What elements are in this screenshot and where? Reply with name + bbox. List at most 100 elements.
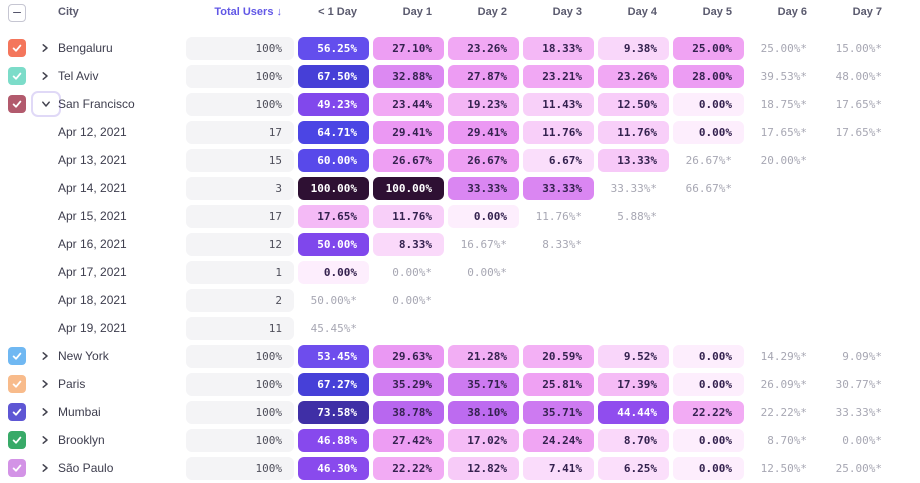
column-header-day-1[interactable]: Day 1 [402, 6, 432, 18]
retention-cell: 11.76% [598, 120, 669, 144]
retention-cell: 21.28% [448, 344, 519, 368]
retention-cell-incomplete: 30.77%* [835, 377, 882, 391]
expand-chevron-new-york[interactable] [36, 347, 54, 365]
row-checkbox-sao-paulo[interactable] [8, 459, 26, 477]
column-header-day-6[interactable]: Day 6 [777, 6, 807, 18]
cohort-date-label: Apr 16, 2021 [58, 237, 127, 251]
row-paris: Paris 100% 67.27% 35.29% 35.71% 25.81% 17.39% 0… [0, 370, 920, 398]
row-san-francisco: San Francisco 100% 49.23% 23.44% 19.23% 11.43… [0, 90, 920, 118]
retention-cell: 56.25% [298, 36, 369, 60]
retention-cell: 11.76% [373, 204, 444, 228]
column-header-day-5[interactable]: Day 5 [702, 6, 732, 18]
chevron-right-icon [40, 43, 50, 53]
empty-cell [819, 261, 894, 284]
retention-cell-incomplete: 17.65%* [835, 97, 882, 111]
retention-cell: 6.67% [523, 148, 594, 172]
row-checkbox-brooklyn[interactable] [8, 431, 26, 449]
retention-cell-incomplete: 0.00%* [842, 433, 882, 447]
retention-cell: 20.59% [523, 344, 594, 368]
retention-cell-incomplete: 48.00%* [835, 69, 882, 83]
cohort-date-label: Apr 13, 2021 [58, 153, 127, 167]
retention-cell: 49.23% [298, 92, 369, 116]
retention-cell: 11.76% [523, 120, 594, 144]
row-apr-19-2021: Apr 19, 2021 11 45.45%* [0, 314, 920, 342]
row-checkbox-new-york[interactable] [8, 347, 26, 365]
retention-cell: 0.00% [298, 260, 369, 284]
expand-chevron-tel-aviv[interactable] [36, 67, 54, 85]
expand-chevron-paris[interactable] [36, 375, 54, 393]
retention-cell: 25.00% [673, 36, 744, 60]
retention-cell: 13.33% [598, 148, 669, 172]
retention-cell: 17.39% [598, 372, 669, 396]
row-checkbox-tel-aviv[interactable] [8, 67, 26, 85]
retention-cell: 29.63% [373, 344, 444, 368]
expand-chevron-brooklyn[interactable] [36, 431, 54, 449]
empty-cell [819, 317, 894, 340]
chevron-right-icon [40, 351, 50, 361]
empty-cell [669, 289, 744, 312]
row-sao-paulo: São Paulo 100% 46.30% 22.22% 12.82% 7.41% 6.25… [0, 454, 920, 482]
retention-cell: 9.52% [598, 344, 669, 368]
city-label: Brooklyn [58, 433, 105, 447]
row-checkbox-mumbai[interactable] [8, 403, 26, 421]
retention-cell: 6.25% [598, 456, 669, 480]
empty-cell [519, 317, 594, 340]
retention-cell: 0.00% [673, 120, 744, 144]
retention-cell-incomplete: 0.00%* [392, 265, 432, 279]
retention-cell-incomplete: 17.65%* [835, 125, 882, 139]
retention-cell-incomplete: 25.00%* [835, 461, 882, 475]
city-label: New York [58, 349, 109, 363]
total-users-cell: 100% [186, 344, 294, 368]
cohort-date-label: Apr 18, 2021 [58, 293, 127, 307]
retention-cell: 23.21% [523, 64, 594, 88]
retention-cell: 60.00% [298, 148, 369, 172]
check-icon [11, 378, 23, 390]
total-users-cell: 100% [186, 428, 294, 452]
row-apr-14-2021: Apr 14, 2021 3 100.00% 100.00% 33.33% 33.33% 3… [0, 174, 920, 202]
total-users-cell: 100% [186, 400, 294, 424]
empty-cell [369, 317, 444, 340]
select-all-checkbox[interactable] [8, 3, 26, 22]
chevron-right-icon [40, 463, 50, 473]
retention-cell: 46.30% [298, 456, 369, 480]
row-checkbox-paris[interactable] [8, 375, 26, 393]
column-header-1-day[interactable]: < 1 Day [318, 6, 357, 18]
expand-chevron-bengaluru[interactable] [36, 39, 54, 57]
chevron-right-icon [40, 379, 50, 389]
empty-cell [519, 289, 594, 312]
row-checkbox-san-francisco[interactable] [8, 95, 26, 113]
expand-chevron-sao-paulo[interactable] [36, 459, 54, 477]
row-apr-15-2021: Apr 15, 2021 17 17.65% 11.76% 0.00% 11.76%* 5.… [0, 202, 920, 230]
retention-cell-incomplete: 17.65%* [760, 125, 807, 139]
retention-cell: 22.22% [673, 400, 744, 424]
total-users-cell: 15 [186, 148, 294, 172]
empty-cell [594, 289, 669, 312]
column-header-day-4[interactable]: Day 4 [627, 6, 657, 18]
chevron-down-icon [41, 99, 51, 109]
empty-cell [669, 261, 744, 284]
collapse-chevron-san-francisco[interactable] [31, 91, 61, 117]
chevron-right-icon [40, 435, 50, 445]
retention-cell: 53.45% [298, 344, 369, 368]
column-header-total-users[interactable]: Total Users ↓ [214, 6, 282, 18]
row-checkbox-bengaluru[interactable] [8, 39, 26, 57]
retention-cell: 38.10% [448, 400, 519, 424]
retention-cell: 67.50% [298, 64, 369, 88]
cohort-date-label: Apr 14, 2021 [58, 181, 127, 195]
row-apr-16-2021: Apr 16, 2021 12 50.00% 8.33% 16.67%* 8.33%* [0, 230, 920, 258]
column-header-city[interactable]: City [58, 6, 79, 18]
retention-cell-incomplete: 0.00%* [467, 265, 507, 279]
column-header-day-7[interactable]: Day 7 [852, 6, 882, 18]
empty-cell [669, 233, 744, 256]
total-users-cell: 3 [186, 176, 294, 200]
retention-cell: 35.71% [523, 400, 594, 424]
total-users-cell: 100% [186, 92, 294, 116]
table-header-row: City Total Users ↓ < 1 Day Day 1 Day 2 Day … [0, 0, 920, 22]
retention-cell: 8.70% [598, 428, 669, 452]
retention-cell-incomplete: 33.33%* [835, 405, 882, 419]
retention-cell: 35.71% [448, 372, 519, 396]
retention-cell: 23.44% [373, 92, 444, 116]
column-header-day-3[interactable]: Day 3 [552, 6, 582, 18]
expand-chevron-mumbai[interactable] [36, 403, 54, 421]
column-header-day-2[interactable]: Day 2 [477, 6, 507, 18]
